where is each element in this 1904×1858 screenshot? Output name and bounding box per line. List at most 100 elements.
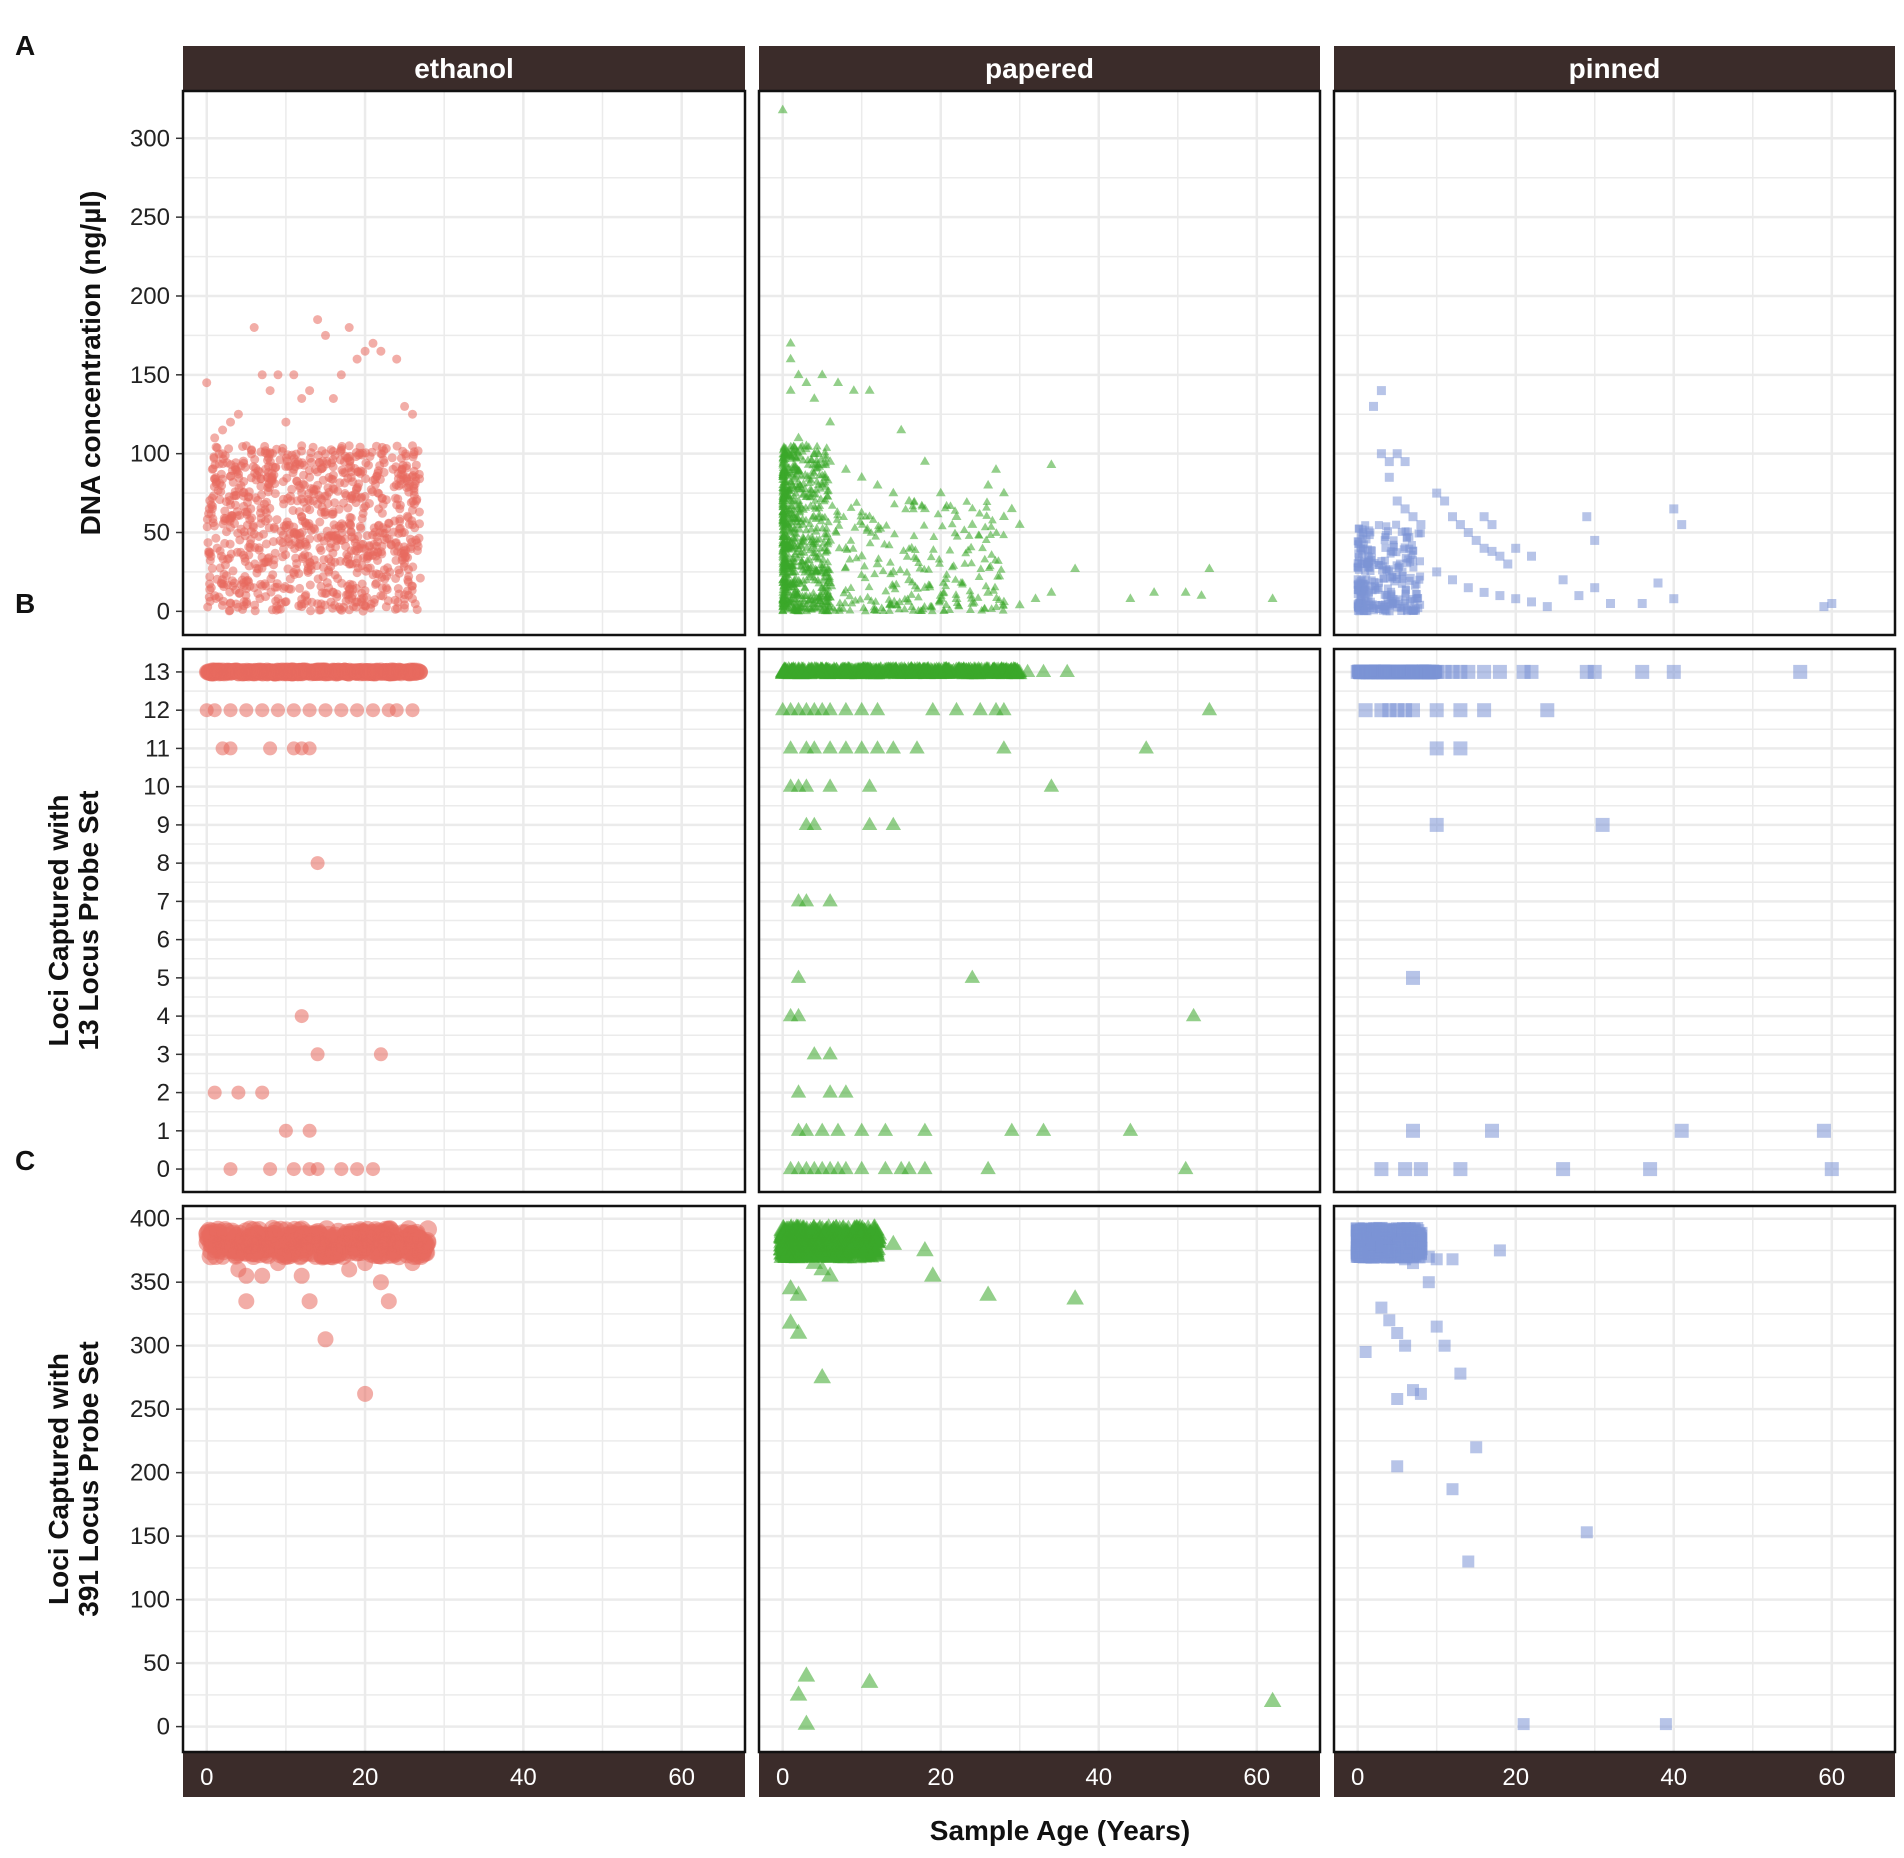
y-tick-label: 350 bbox=[130, 1269, 170, 1296]
data-point bbox=[1429, 703, 1444, 718]
x-tick-label: 60 bbox=[1243, 1764, 1270, 1791]
data-point bbox=[877, 603, 887, 612]
data-point bbox=[356, 523, 366, 533]
data-point bbox=[869, 740, 886, 754]
data-point bbox=[809, 448, 820, 457]
panel-border bbox=[757, 647, 1322, 1194]
data-point bbox=[793, 369, 804, 379]
gridlines bbox=[759, 1206, 1320, 1752]
data-point bbox=[785, 385, 796, 394]
y-tick-label: 200 bbox=[130, 1460, 170, 1487]
data-point bbox=[1385, 607, 1394, 616]
data-point bbox=[986, 522, 996, 530]
data-point bbox=[902, 567, 912, 576]
data-point bbox=[1004, 1122, 1020, 1136]
data-point bbox=[781, 1234, 800, 1250]
data-point bbox=[336, 370, 346, 380]
data-point bbox=[230, 665, 247, 682]
data-point bbox=[379, 565, 389, 575]
data-point bbox=[1185, 1007, 1202, 1022]
data-points-papered bbox=[777, 104, 1278, 615]
data-point bbox=[1463, 583, 1473, 593]
data-point bbox=[1376, 449, 1386, 459]
data-point bbox=[335, 478, 345, 488]
data-point bbox=[817, 369, 828, 379]
data-point bbox=[382, 665, 399, 682]
data-point bbox=[954, 601, 963, 609]
data-point bbox=[860, 1232, 880, 1250]
x-axis-strip-papered bbox=[759, 1752, 1320, 1797]
data-point bbox=[951, 575, 960, 583]
data-point bbox=[884, 1234, 903, 1250]
data-point bbox=[824, 602, 834, 610]
data-point bbox=[294, 1009, 309, 1024]
data-point bbox=[1388, 573, 1396, 582]
data-point bbox=[796, 540, 806, 548]
data-point bbox=[359, 664, 376, 681]
data-point bbox=[797, 1714, 816, 1730]
data-point bbox=[228, 566, 238, 576]
data-point bbox=[408, 452, 418, 462]
data-point bbox=[805, 519, 815, 527]
data-point bbox=[1035, 1122, 1052, 1136]
data-point bbox=[982, 503, 991, 511]
data-points-ethanol bbox=[198, 662, 428, 1177]
data-point bbox=[341, 1261, 358, 1278]
data-point bbox=[790, 474, 799, 482]
data-point bbox=[856, 511, 866, 520]
data-point bbox=[1059, 663, 1075, 677]
data-point bbox=[217, 1227, 236, 1245]
data-point bbox=[809, 511, 819, 520]
data-point bbox=[927, 601, 937, 610]
data-point bbox=[343, 503, 353, 513]
data-point bbox=[824, 517, 833, 526]
data-point bbox=[276, 526, 286, 536]
data-point bbox=[370, 527, 380, 537]
data-point bbox=[1353, 559, 1362, 568]
data-point bbox=[866, 528, 876, 536]
data-point bbox=[814, 593, 824, 601]
data-point bbox=[1410, 581, 1419, 590]
data-point bbox=[864, 385, 875, 394]
data-point bbox=[789, 505, 799, 513]
data-point bbox=[1448, 575, 1457, 585]
data-point bbox=[212, 543, 222, 553]
y-axis-title-line: Loci Captured with bbox=[43, 1353, 74, 1605]
data-point bbox=[790, 1007, 807, 1022]
data-point bbox=[811, 485, 821, 494]
data-point bbox=[838, 701, 854, 716]
data-point bbox=[966, 605, 975, 613]
data-point bbox=[346, 473, 356, 482]
data-point bbox=[310, 1162, 325, 1177]
data-point bbox=[380, 1293, 397, 1310]
data-point bbox=[822, 1046, 838, 1060]
data-point bbox=[791, 590, 801, 599]
data-point bbox=[795, 524, 804, 533]
data-point bbox=[231, 491, 241, 501]
data-point bbox=[896, 424, 907, 434]
data-point bbox=[956, 578, 966, 586]
data-point bbox=[331, 542, 341, 552]
data-point bbox=[1392, 520, 1401, 529]
data-point bbox=[328, 475, 338, 484]
data-point bbox=[877, 1160, 894, 1175]
data-point bbox=[781, 443, 791, 452]
data-point bbox=[798, 532, 808, 541]
data-point bbox=[968, 503, 977, 512]
data-point bbox=[805, 1253, 824, 1269]
data-point bbox=[389, 703, 404, 718]
data-point bbox=[319, 536, 329, 546]
data-point bbox=[802, 575, 811, 584]
data-point bbox=[249, 323, 259, 332]
data-point bbox=[1432, 567, 1442, 577]
data-point bbox=[335, 556, 345, 566]
data-point bbox=[885, 558, 895, 566]
data-point bbox=[241, 590, 251, 600]
data-point bbox=[408, 409, 417, 419]
data-point bbox=[297, 602, 307, 612]
data-point bbox=[1416, 520, 1426, 530]
panel-C-ethanol bbox=[181, 1204, 747, 1754]
data-point bbox=[394, 568, 404, 578]
data-point bbox=[801, 565, 810, 573]
data-point bbox=[315, 543, 325, 553]
